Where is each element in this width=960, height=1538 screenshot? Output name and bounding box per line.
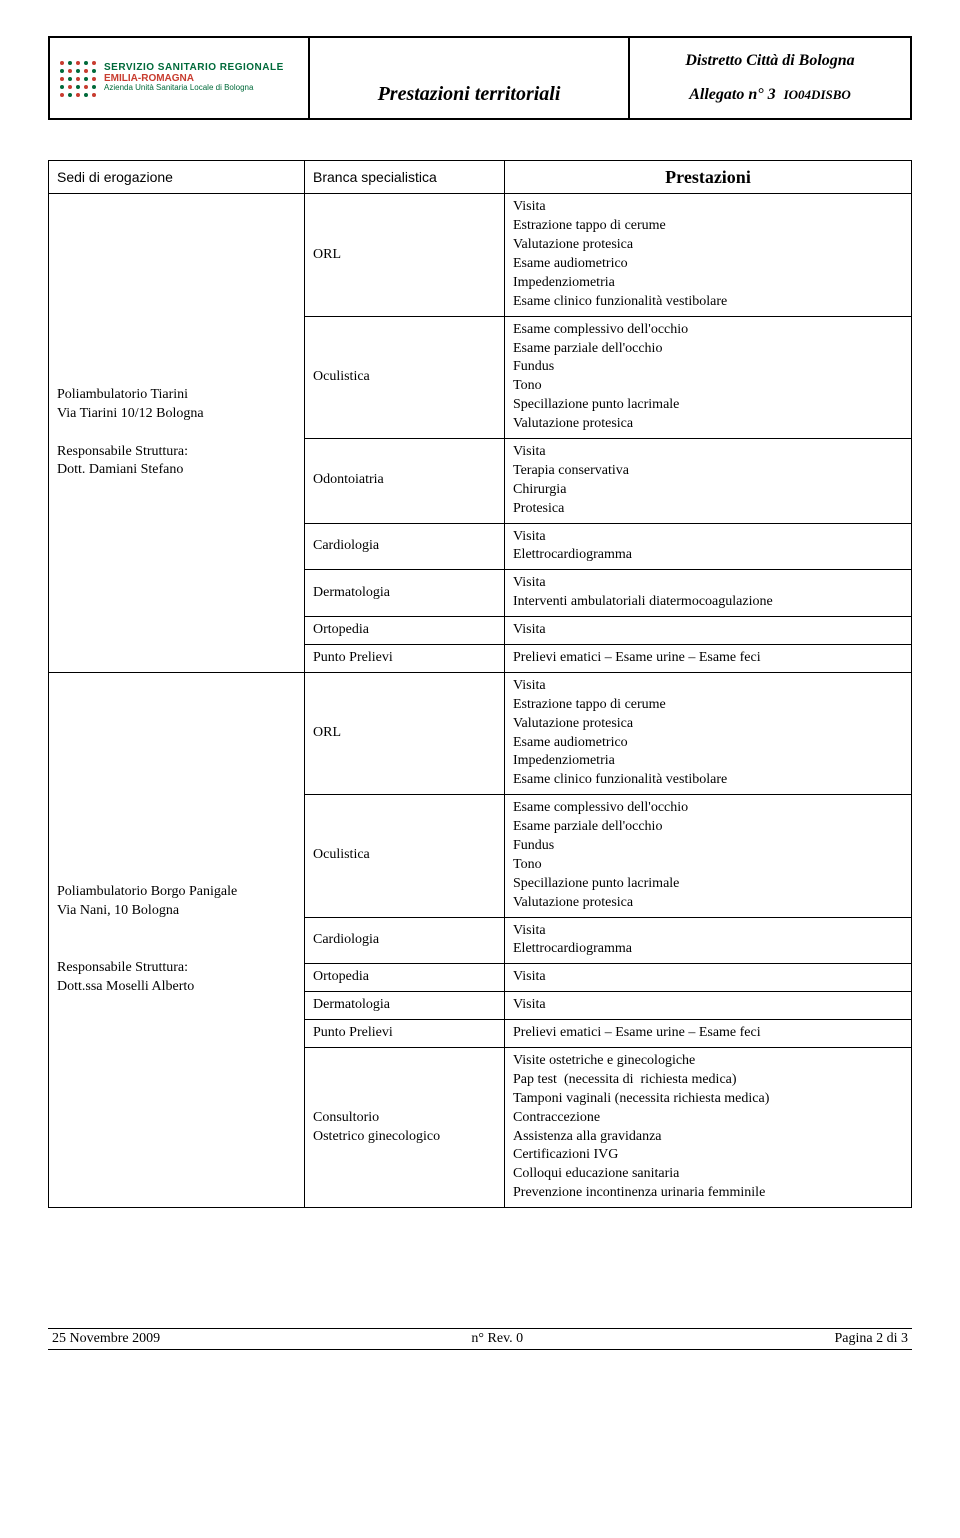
prest-cell: Prelievi ematici – Esame urine – Esame f… (505, 645, 912, 673)
header-allegato: Allegato n° 3 IO04DISBO (689, 86, 851, 104)
services-table: Sedi di erogazione Branca specialistica … (48, 160, 912, 1208)
prest-cell: Esame complessivo dell'occhio Esame parz… (505, 795, 912, 917)
logo-dots-icon (56, 57, 98, 99)
prest-cell: Visita Terapia conservativa Chirurgia Pr… (505, 438, 912, 523)
header-logo-cell: SERVIZIO SANITARIO REGIONALE EMILIA-ROMA… (50, 38, 310, 118)
branca-cell: Ortopedia (305, 964, 505, 992)
branca-cell: Cardiologia (305, 523, 505, 570)
branca-cell: Punto Prelievi (305, 1020, 505, 1048)
logo-line3: Azienda Unità Sanitaria Locale di Bologn… (104, 84, 284, 92)
allegato-code: IO04DISBO (784, 87, 851, 102)
prest-cell: Visita Interventi ambulatoriali diatermo… (505, 570, 912, 617)
prest-cell: Visita (505, 964, 912, 992)
allegato-label: Allegato n° 3 (689, 86, 775, 103)
header-col-branca: Branca specialistica (305, 161, 505, 194)
branca-cell: Oculistica (305, 795, 505, 917)
header-distretto: Distretto Città di Bologna (685, 52, 854, 70)
footer-page: Pagina 2 di 3 (835, 1331, 909, 1347)
branca-cell: Oculistica (305, 316, 505, 438)
page-header: SERVIZIO SANITARIO REGIONALE EMILIA-ROMA… (48, 36, 912, 120)
logo: SERVIZIO SANITARIO REGIONALE EMILIA-ROMA… (56, 57, 284, 99)
prest-cell: Visita Elettrocardiogramma (505, 523, 912, 570)
branca-cell: ORL (305, 194, 505, 316)
prest-cell: Visite ostetriche e ginecologiche Pap te… (505, 1048, 912, 1208)
prest-cell: Visita Estrazione tappo di cerume Valuta… (505, 194, 912, 316)
header-col-sede: Sedi di erogazione (49, 161, 305, 194)
header-right: Distretto Città di Bologna Allegato n° 3… (630, 38, 910, 118)
sede-cell-tiarini: Poliambulatorio Tiarini Via Tiarini 10/1… (49, 194, 305, 673)
footer-date: 25 Novembre 2009 (52, 1331, 160, 1347)
footer-revision: n° Rev. 0 (471, 1331, 523, 1347)
table-row: Poliambulatorio Borgo Panigale Via Nani,… (49, 672, 912, 794)
branca-cell: Dermatologia (305, 570, 505, 617)
branca-cell: Consultorio Ostetrico ginecologico (305, 1048, 505, 1208)
branca-cell: Odontoiatria (305, 438, 505, 523)
prest-cell: Visita (505, 617, 912, 645)
header-col-prestazioni: Prestazioni (505, 161, 912, 194)
prest-cell: Visita Elettrocardiogramma (505, 917, 912, 964)
branca-cell: Cardiologia (305, 917, 505, 964)
branca-cell: Ortopedia (305, 617, 505, 645)
prest-cell: Prelievi ematici – Esame urine – Esame f… (505, 1020, 912, 1048)
prest-cell: Visita Estrazione tappo di cerume Valuta… (505, 672, 912, 794)
prest-cell: Visita (505, 992, 912, 1020)
table-header-row: Sedi di erogazione Branca specialistica … (49, 161, 912, 194)
page-footer: 25 Novembre 2009 n° Rev. 0 Pagina 2 di 3 (48, 1328, 912, 1350)
prest-cell: Esame complessivo dell'occhio Esame parz… (505, 316, 912, 438)
branca-cell: Dermatologia (305, 992, 505, 1020)
branca-cell: ORL (305, 672, 505, 794)
sede-cell-borgo: Poliambulatorio Borgo Panigale Via Nani,… (49, 672, 305, 1207)
branca-cell: Punto Prelievi (305, 645, 505, 673)
header-title: Prestazioni territoriali (310, 38, 630, 118)
table-row: Poliambulatorio Tiarini Via Tiarini 10/1… (49, 194, 912, 316)
